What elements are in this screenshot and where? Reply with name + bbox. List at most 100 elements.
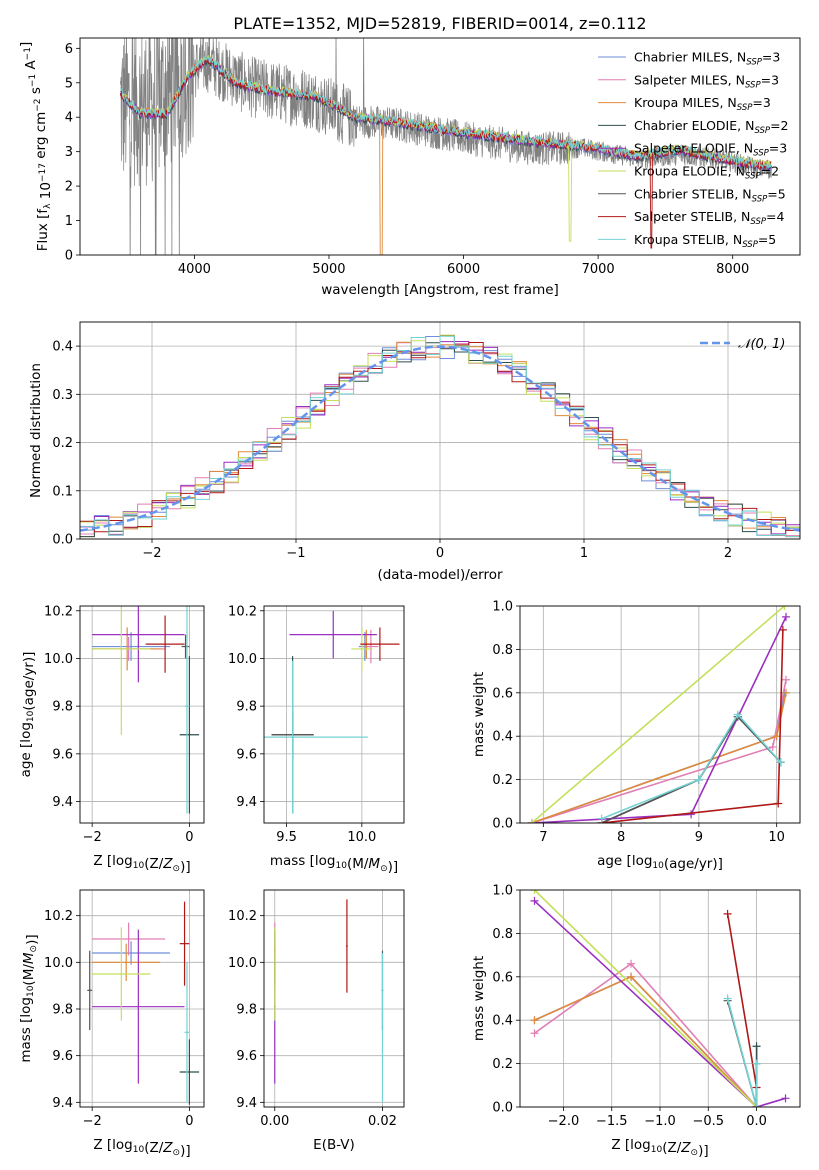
- weight-line: [601, 629, 784, 823]
- y-tick-label: 0.0: [492, 817, 513, 832]
- data-point: [130, 952, 132, 954]
- axes-frame: [79, 605, 205, 824]
- x-tick-label: 0.00: [260, 1114, 289, 1129]
- y-tick-label: 0.0: [492, 1101, 513, 1116]
- x-tick-label: 7000: [582, 262, 615, 277]
- weight-marker: [768, 743, 777, 752]
- data-point: [137, 633, 140, 636]
- weight-marker: [778, 625, 787, 634]
- y-tick-label: 0.1: [52, 484, 73, 499]
- data-point: [360, 648, 363, 650]
- y-tick-label: 10.0: [44, 956, 73, 971]
- spectrum-model-line: [119, 55, 772, 170]
- y-axis-label: Normed distribution: [28, 363, 44, 498]
- plot-area: [119, 38, 773, 255]
- weight-line: [726, 998, 758, 1107]
- y-tick-label: 2: [65, 180, 73, 195]
- x-axis-label: Z [log10(Z/Z⊙)]: [93, 853, 190, 875]
- y-tick-label: 9.6: [236, 747, 257, 762]
- weight-marker: [627, 959, 636, 968]
- data-point: [137, 1005, 140, 1008]
- x-tick-label: 1: [580, 546, 588, 561]
- weight-marker: [752, 1059, 761, 1068]
- x-tick-label: −2.0: [548, 1114, 580, 1129]
- data-point: [184, 645, 187, 648]
- y-tick-label: 0.4: [492, 1014, 513, 1029]
- y-tick-label: 0: [65, 249, 73, 264]
- plot-area: [264, 610, 400, 814]
- x-axis-label: wavelength [Angstrom, rest frame]: [321, 282, 559, 298]
- plot-area: [87, 901, 200, 1105]
- weight-marker: [530, 1016, 539, 1025]
- weight-marker: [527, 819, 536, 823]
- data-point: [273, 973, 276, 975]
- weight-line: [533, 890, 758, 1107]
- y-axis-label: Flux [fλ 10−17 erg cm−2 s−1 A−1]: [18, 42, 54, 252]
- weight-marker: [781, 1094, 790, 1103]
- data-point: [381, 1026, 384, 1029]
- y-tick-label: 9.6: [52, 747, 73, 762]
- weight-marker: [723, 909, 732, 918]
- legend-label: Salpeter MILES, NSSP=3: [634, 72, 779, 90]
- figure-title: PLATE=1352, MJD=52819, FIBERID=0014, z=0…: [233, 14, 646, 33]
- y-tick-label: 9.4: [236, 795, 257, 810]
- data-point: [346, 945, 348, 947]
- weight-marker: [627, 972, 636, 981]
- x-tick-label: 0.0: [746, 1114, 767, 1129]
- x-axis-label: (data-model)/error: [377, 567, 503, 583]
- y-tick-label: 0.8: [492, 927, 513, 942]
- y-tick-label: 0.4: [492, 730, 513, 745]
- chart-mass-vs-Z: −2 0 9.4 9.6 9.8 10.0 10.2 Z [log10(Z/Z⊙)] mass …: [18, 889, 205, 1159]
- y-tick-label: 9.4: [52, 795, 73, 810]
- legend-label: Kroupa STELIB, NSSP=5: [634, 232, 776, 250]
- data-point: [183, 942, 186, 945]
- data-point: [188, 733, 191, 736]
- plot-area: [92, 606, 200, 814]
- axes-frame: [79, 37, 801, 256]
- chart-spectrum: 4000 5000 6000 7000 8000 0 1 2 3 4 5 6 Chabrier MILE…: [18, 37, 801, 298]
- axes-frame: [263, 605, 405, 824]
- x-tick-label: 0.02: [368, 1114, 397, 1129]
- chart-age-vs-mass: 9.5 10.0 9.4 9.6 9.8 10.0 10.2 mass [log10(M/M⊙…: [228, 604, 405, 875]
- weight-line: [531, 606, 785, 823]
- x-tick-label: 8000: [716, 262, 749, 277]
- y-tick-label: 9.8: [52, 1003, 73, 1018]
- plot-area: [80, 334, 800, 538]
- axes-frame: [519, 605, 801, 824]
- y-tick-label: 5: [65, 76, 73, 91]
- weight-line: [534, 962, 758, 1107]
- data-point: [332, 633, 335, 636]
- x-tick-label: 9.5: [276, 830, 297, 845]
- data-point: [379, 643, 381, 646]
- data-point: [127, 938, 130, 940]
- data-point: [88, 989, 91, 992]
- axes-frame: [79, 321, 801, 540]
- y-tick-label: 10.0: [228, 956, 257, 971]
- y-tick-label: 10.2: [44, 909, 73, 924]
- y-tick-label: 0.6: [492, 970, 513, 985]
- chart-mass-vs-ebv: 0.00 0.02 9.4 9.6 9.8 10.0 10.2 E(B-V): [228, 889, 405, 1153]
- data-point: [120, 648, 123, 650]
- weight-line: [533, 900, 786, 1107]
- residual-histogram: [80, 336, 800, 531]
- y-axis-label: mass weight: [471, 672, 487, 757]
- y-tick-label: 0.4: [52, 340, 73, 355]
- x-axis-label: E(B-V): [313, 1137, 355, 1153]
- plot-area: [530, 890, 790, 1107]
- x-tick-label: 6000: [447, 262, 480, 277]
- data-point: [164, 643, 166, 646]
- legend-label: Salpeter STELIB, NSSP=4: [634, 209, 784, 227]
- legend-label: Chabrier ELODIE, NSSP=2: [634, 118, 789, 136]
- x-axis-label: age [log10(age/yr)]: [597, 853, 723, 872]
- y-tick-label: 0.2: [52, 436, 73, 451]
- y-tick-label: 1.0: [492, 600, 513, 615]
- y-tick-label: 3: [65, 145, 73, 160]
- y-tick-label: 1.0: [492, 884, 513, 899]
- y-tick-label: 0.2: [492, 1057, 513, 1072]
- data-point: [291, 736, 294, 739]
- y-tick-label: 0.6: [492, 686, 513, 701]
- data-point: [120, 973, 123, 975]
- y-tick-label: 9.4: [236, 1096, 257, 1111]
- x-tick-label: −0.5: [692, 1114, 724, 1129]
- data-point: [369, 645, 372, 648]
